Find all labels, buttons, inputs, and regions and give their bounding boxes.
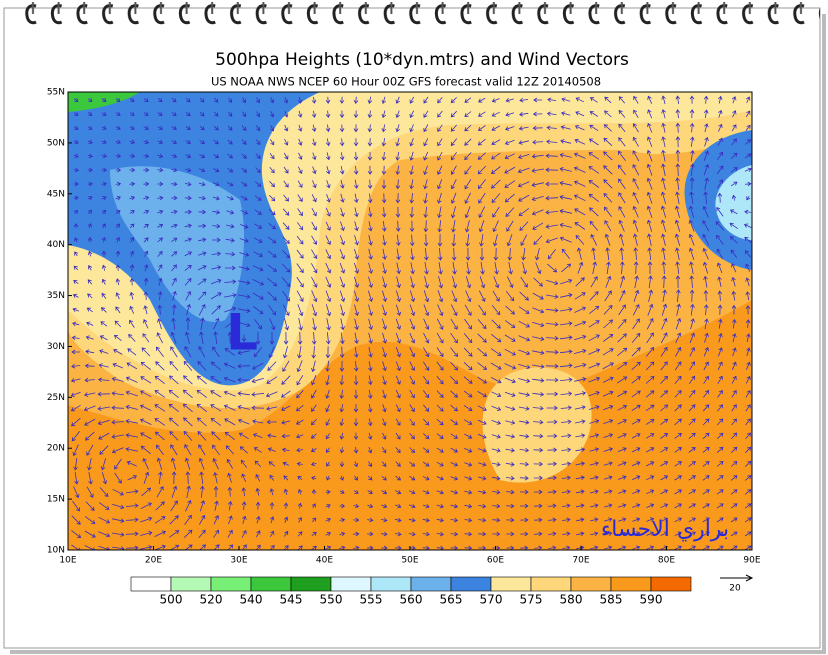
reference-label: 20 [729,584,741,594]
colorbar-box [570,576,612,592]
y-tick-label: 55N [47,88,65,98]
title: 500hpa Heights (10*dyn.mtrs) and Wind Ve… [215,50,629,70]
x-tick-label: 30E [230,556,247,566]
y-tick-label: 30N [47,342,65,352]
colorbar-box [650,576,692,592]
colorbar-label: 580 [560,593,583,607]
colorbar-label: 575 [520,593,543,607]
x-tick-label: 60E [487,556,504,566]
height-545 [68,92,140,112]
colorbar-label: 570 [480,593,503,607]
subtitle: US NOAA NWS NCEP 60 Hour 00Z GFS forecas… [211,75,601,89]
colorbar-label: 550 [320,593,343,607]
colorbar-box [610,576,652,592]
y-tick-label: 25N [47,393,65,403]
colorbar-box [170,576,212,592]
colorbar-label: 560 [400,593,423,607]
colorbar: 500 520 540 545 550 555 560 565 570 575 580 585 590 [130,576,692,607]
y-tick-label: 10N [47,546,65,556]
map-fill [68,92,752,550]
colorbar-label: 555 [360,593,383,607]
colorbar-label: 520 [200,593,223,607]
y-tick-label: 50N [47,138,65,148]
reference-arrowhead [745,574,754,582]
colorbar-box [130,576,172,592]
height-560 [715,165,752,240]
wind-vectors [70,95,752,550]
x-tick-label: 90E [743,556,760,566]
colorbar-label: 590 [640,593,663,607]
colorbar-box [210,576,252,592]
colorbar-label: 545 [280,593,303,607]
colorbar-box [410,576,452,592]
x-tick-label: 40E [316,556,333,566]
colorbar-box [490,576,532,592]
x-tick-label: 10E [59,556,76,566]
colorbar-box [450,576,492,592]
y-tick-label: 40N [47,240,65,250]
colorbar-box [250,576,292,592]
colorbar-label: 585 [600,593,623,607]
shadow [10,650,826,654]
y-tick-label: 35N [47,291,65,301]
colorbar-box [370,576,412,592]
watermark: براري الاحساء [601,517,729,542]
x-tick-label: 20E [145,556,162,566]
height-580 [482,367,592,483]
shadow [822,14,826,650]
colorbar-box [330,576,372,592]
x-tick-label: 70E [572,556,589,566]
height-565 [110,166,245,322]
colorbar-box [290,576,332,592]
low-marker: L [226,304,258,362]
colorbar-label: 500 [160,593,183,607]
y-tick-label: 20N [47,444,65,454]
x-tick-label: 50E [401,556,418,566]
axes: 10E 20E 30E 40E 50E 60E 70E 80E 90E 10N 15N 20N 25N 3… [47,88,761,566]
colorbar-box [530,576,572,592]
y-tick-label: 15N [47,495,65,505]
spiral-binding [20,0,820,30]
colorbar-label: 565 [440,593,463,607]
y-tick-label: 45N [47,189,65,199]
x-tick-label: 80E [658,556,675,566]
colorbar-label: 540 [240,593,263,607]
